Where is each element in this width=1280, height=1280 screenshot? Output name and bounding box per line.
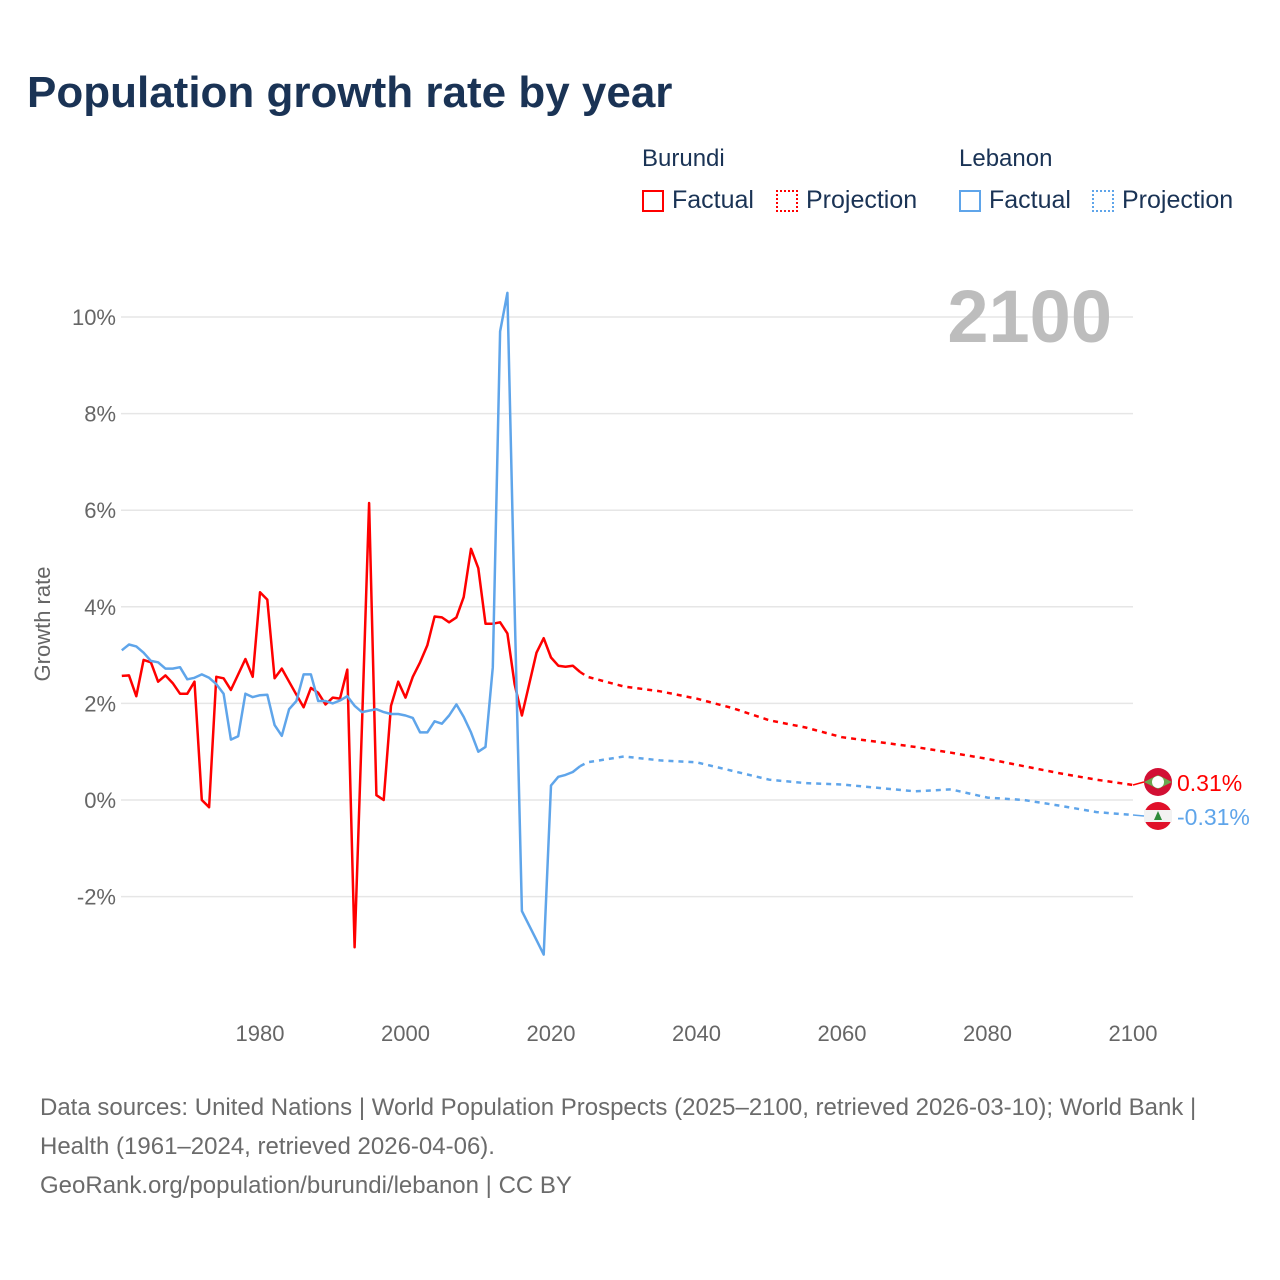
data-sources: Data sources: United Nations | World Pop… — [40, 1094, 1197, 1160]
legend-swatch-solid — [642, 189, 664, 212]
legend-burundi-projection[interactable]: Projection — [776, 186, 917, 215]
y-tick-label: 6% — [84, 498, 116, 523]
chart-area: -2% 0% 2% 4% 6% 8% 10% 1980 2000 2020 2040 2060 2080… — [30, 275, 1250, 1046]
legend-label: Projection — [1122, 186, 1234, 214]
legend-label: Projection — [806, 186, 918, 214]
lebanon-end-value: -0.31% — [1177, 804, 1250, 830]
current-year-label: 2100 — [947, 275, 1112, 358]
y-tick-label: 2% — [84, 691, 116, 716]
y-tick-label: -2% — [77, 885, 116, 910]
end-connector — [1132, 781, 1145, 786]
y-tick-label: 4% — [84, 595, 116, 620]
burundi-projection-line — [579, 670, 1134, 787]
lebanon-factual-line — [121, 291, 581, 956]
x-tick-label: 2000 — [381, 1021, 430, 1046]
lebanon-flag-icon — [1144, 802, 1172, 830]
x-tick-label: 2060 — [818, 1021, 867, 1046]
x-tick-label: 2040 — [672, 1021, 721, 1046]
legend-swatch-solid — [959, 189, 981, 212]
burundi-factual-line — [121, 501, 581, 949]
footer: Data sources: United Nations | World Pop… — [40, 1088, 1240, 1205]
y-tick-label: 8% — [84, 402, 116, 427]
x-tick-label: 2020 — [527, 1021, 576, 1046]
source-link[interactable]: GeoRank.org/population/burundi/lebanon |… — [40, 1172, 572, 1199]
burundi-flag-icon — [1144, 768, 1172, 796]
end-connector — [1132, 814, 1145, 817]
lebanon-projection-line — [579, 755, 1134, 817]
x-tick-label: 2080 — [963, 1021, 1012, 1046]
x-tick-label: 1980 — [236, 1021, 285, 1046]
y-tick-label: 0% — [84, 788, 116, 813]
legend-burundi-factual[interactable]: Factual — [642, 186, 754, 215]
legend-group-burundi: Burundi — [642, 145, 725, 172]
legend-swatch-dotted — [776, 189, 798, 212]
legend-group-lebanon: Lebanon — [959, 145, 1053, 172]
y-tick-label: 10% — [72, 305, 116, 330]
legend-label: Factual — [989, 186, 1071, 214]
y-axis-label: Growth rate — [30, 567, 55, 682]
legend-lebanon-projection[interactable]: Projection — [1092, 186, 1233, 215]
page-title: Population growth rate by year — [27, 68, 673, 117]
x-tick-label: 2100 — [1109, 1021, 1158, 1046]
burundi-end-value: 0.31% — [1177, 770, 1242, 796]
legend-swatch-dotted — [1092, 189, 1114, 212]
legend-label: Factual — [672, 186, 754, 214]
legend-lebanon-factual[interactable]: Factual — [959, 186, 1071, 215]
